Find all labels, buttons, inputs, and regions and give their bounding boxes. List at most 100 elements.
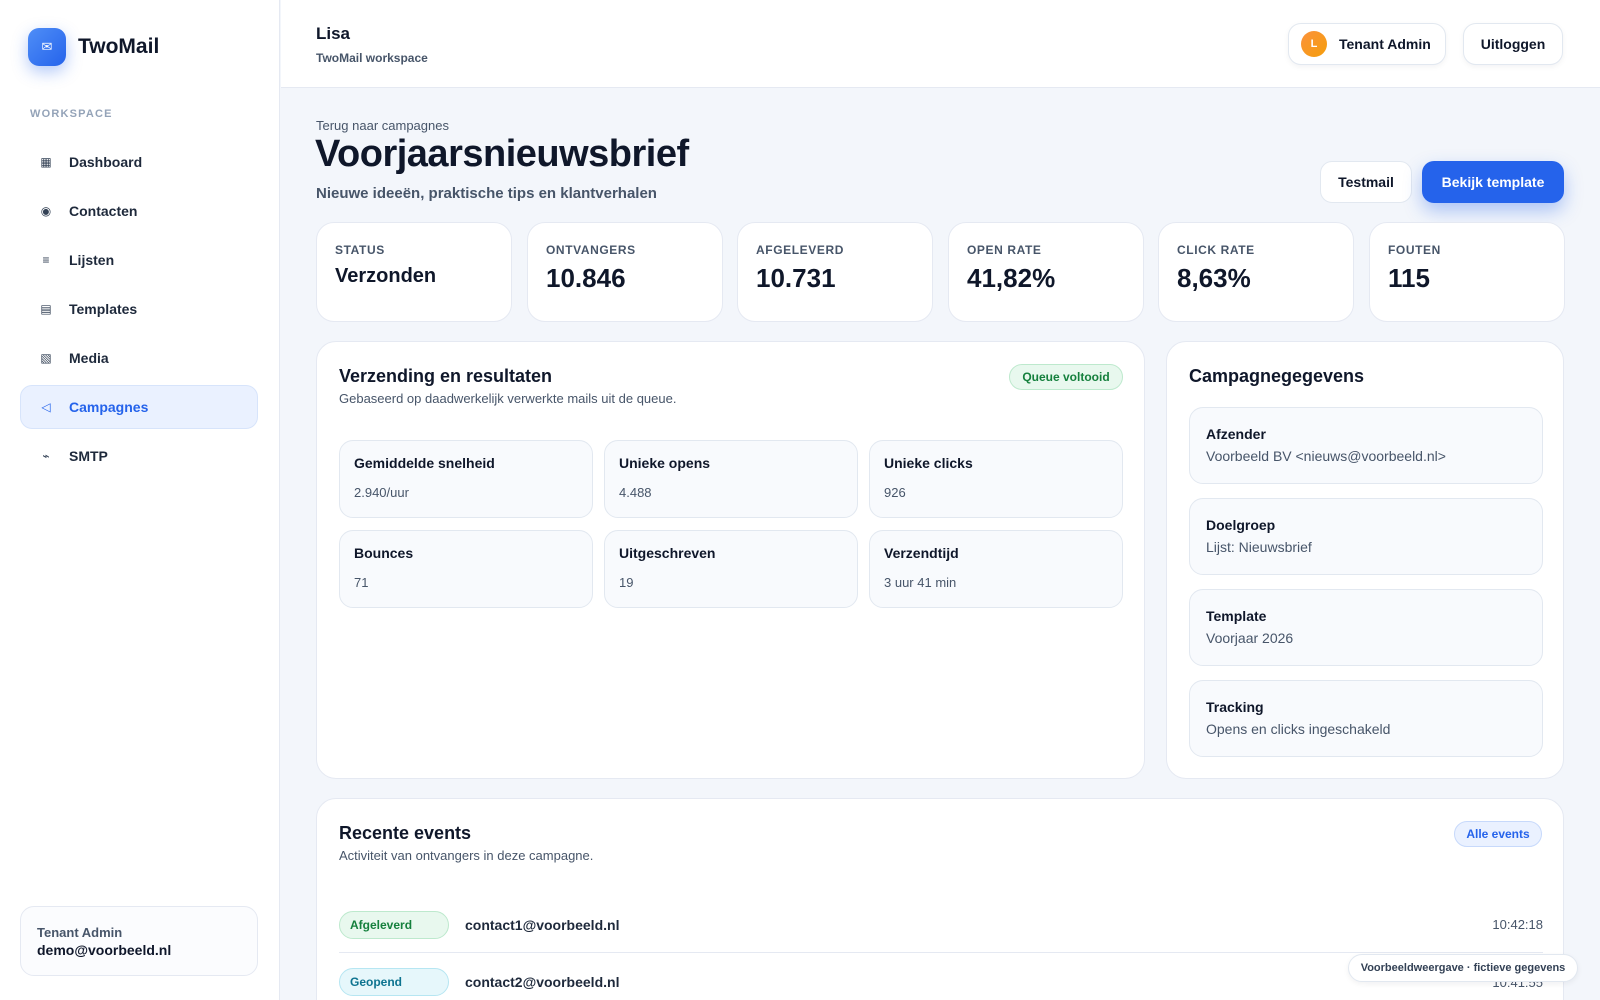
metric-value: 71: [354, 575, 369, 590]
metric-card: Unieke clicks 926: [869, 440, 1123, 518]
event-row[interactable]: Afgeleverd contact1@voorbeeld.nl 10:42:1…: [339, 897, 1543, 953]
detail-value: Opens en clicks ingeschakeld: [1206, 721, 1391, 737]
metric-label: Unieke opens: [619, 455, 711, 471]
sidebar-item-campagnes[interactable]: ◁ Campagnes: [20, 385, 258, 429]
stat-value: Verzonden: [335, 265, 437, 287]
events-title: Recente events: [339, 823, 472, 843]
event-row[interactable]: Geopend contact2@voorbeeld.nl 10:41:55: [339, 954, 1543, 1000]
demo-notice-badge: Voorbeeldweergave · fictieve gegevens: [1348, 954, 1578, 982]
detail-label: Tracking: [1206, 699, 1264, 715]
recent-events-card: Recente events Activiteit van ontvangers…: [316, 798, 1564, 1000]
stat-label: FOUTEN: [1388, 243, 1441, 257]
detail-item-doelgroep: Doelgroep Lijst: Nieuwsbrief: [1189, 498, 1543, 575]
page-title: Voorjaarsnieuwsbrief: [315, 133, 689, 175]
metric-label: Verzendtijd: [884, 545, 959, 561]
stat-label: ONTVANGERS: [546, 243, 636, 257]
results-title: Verzending en resultaten: [339, 366, 553, 386]
stat-value: 10.731: [756, 263, 836, 293]
stat-card-open-rate: OPEN RATE 41,82%: [948, 222, 1144, 322]
smtp-icon: ⌁: [42, 449, 50, 463]
metric-card: Bounces 71: [339, 530, 593, 608]
metric-label: Gemiddelde snelheid: [354, 455, 495, 471]
detail-label: Template: [1206, 608, 1267, 624]
role-menu-button[interactable]: L Tenant Admin: [1288, 23, 1446, 65]
detail-value: Voorbeeld BV <nieuws@voorbeeld.nl>: [1206, 448, 1446, 464]
detail-value: Lijst: Nieuwsbrief: [1206, 539, 1312, 555]
mail-icon: ✉: [28, 28, 66, 66]
metric-card: Verzendtijd 3 uur 41 min: [869, 530, 1123, 608]
metric-card: Uitgeschreven 19: [604, 530, 858, 608]
metric-value: 19: [619, 575, 634, 590]
brand[interactable]: ✉ TwoMail: [28, 28, 159, 66]
event-email: contact2@voorbeeld.nl: [465, 974, 620, 990]
metric-card: Gemiddelde snelheid 2.940/uur: [339, 440, 593, 518]
detail-label: Doelgroep: [1206, 517, 1276, 533]
detail-label: Afzender: [1206, 426, 1266, 442]
sidebar-item-contacten[interactable]: ◉ Contacten: [20, 189, 258, 233]
grid-icon: ▦: [40, 155, 52, 169]
page-subtitle: Nieuwe ideeën, praktische tips en klantv…: [316, 185, 657, 202]
results-card: Verzending en resultaten Gebaseerd op da…: [316, 341, 1145, 779]
logout-button[interactable]: Uitloggen: [1463, 23, 1563, 65]
template-icon: ▤: [40, 302, 52, 316]
metric-label: Bounces: [354, 545, 414, 561]
metric-value: 926: [884, 485, 906, 500]
contacts-icon: ◉: [40, 204, 52, 218]
workspace-name: TwoMail workspace: [316, 51, 428, 65]
metric-value: 2.940/uur: [354, 485, 409, 500]
sidebar-user-card[interactable]: Tenant Admin demo@voorbeeld.nl: [20, 906, 258, 976]
event-type-badge: Geopend: [339, 968, 449, 996]
sidebar-item-label: Media: [69, 350, 109, 366]
event-type-badge: Afgeleverd: [339, 910, 449, 939]
event-time: 10:42:18: [1492, 917, 1543, 932]
sidebar-item-label: SMTP: [69, 448, 108, 464]
sidebar: ✉ TwoMail WORKSPACE ▦ Dashboard ◉ Contac…: [0, 0, 280, 1000]
sidebar-item-lijsten[interactable]: ≡ Lijsten: [20, 238, 258, 282]
stat-label: CLICK RATE: [1177, 243, 1255, 257]
user-role: Tenant Admin: [37, 925, 123, 940]
sidebar-section-label: WORKSPACE: [30, 108, 113, 120]
sidebar-item-label: Lijsten: [69, 252, 115, 268]
sidebar-item-label: Dashboard: [69, 154, 143, 170]
stat-card-click-rate: CLICK RATE 8,63%: [1158, 222, 1354, 322]
details-title: Campagnegegevens: [1189, 366, 1365, 386]
brand-name: TwoMail: [78, 35, 160, 58]
detail-item-tracking: Tracking Opens en clicks ingeschakeld: [1189, 680, 1543, 757]
sidebar-item-dashboard[interactable]: ▦ Dashboard: [20, 140, 258, 184]
all-events-button[interactable]: Alle events: [1454, 821, 1542, 847]
avatar: L: [1301, 31, 1327, 57]
user-name: Lisa: [316, 24, 351, 43]
stat-label: STATUS: [335, 243, 385, 257]
event-email: contact1@voorbeeld.nl: [465, 916, 620, 933]
topbar: Lisa TwoMail workspace L Tenant Admin Ui…: [281, 0, 1600, 88]
stat-value: 8,63%: [1177, 263, 1251, 293]
stat-value: 115: [1388, 263, 1430, 293]
stat-label: AFGELEVERD: [756, 243, 845, 257]
send-icon: ◁: [41, 400, 51, 414]
user-email: demo@voorbeeld.nl: [37, 942, 172, 958]
back-to-campaigns-link[interactable]: Terug naar campagnes: [316, 118, 449, 133]
stat-label: OPEN RATE: [967, 243, 1042, 257]
view-template-button[interactable]: Bekijk template: [1422, 161, 1564, 203]
sidebar-item-templates[interactable]: ▤ Templates: [20, 287, 258, 331]
sidebar-item-label: Contacten: [69, 203, 138, 219]
stat-card-ontvangers: ONTVANGERS 10.846: [527, 222, 723, 322]
sidebar-item-smtp[interactable]: ⌁ SMTP: [20, 434, 258, 478]
testmail-button[interactable]: Testmail: [1320, 161, 1412, 203]
stat-card-fouten: FOUTEN 115: [1369, 222, 1565, 322]
campaign-details-card: Campagnegegevens Afzender Voorbeeld BV <…: [1166, 341, 1564, 779]
stat-card-afgeleverd: AFGELEVERD 10.731: [737, 222, 933, 322]
queue-status-badge: Queue voltooid: [1009, 364, 1123, 390]
detail-item-afzender: Afzender Voorbeeld BV <nieuws@voorbeeld.…: [1189, 407, 1543, 484]
sidebar-item-media[interactable]: ▧ Media: [20, 336, 258, 380]
metric-card: Unieke opens 4.488: [604, 440, 858, 518]
stat-value: 10.846: [546, 263, 626, 293]
detail-value: Voorjaar 2026: [1206, 630, 1294, 646]
metric-label: Unieke clicks: [884, 455, 973, 471]
sidebar-item-label: Templates: [69, 301, 138, 317]
events-subtitle: Activiteit van ontvangers in deze campag…: [339, 848, 594, 863]
media-icon: ▧: [40, 351, 52, 365]
sidebar-item-label: Campagnes: [69, 399, 149, 415]
role-label: Tenant Admin: [1339, 36, 1431, 52]
stat-card-status: STATUS Verzonden: [316, 222, 512, 322]
